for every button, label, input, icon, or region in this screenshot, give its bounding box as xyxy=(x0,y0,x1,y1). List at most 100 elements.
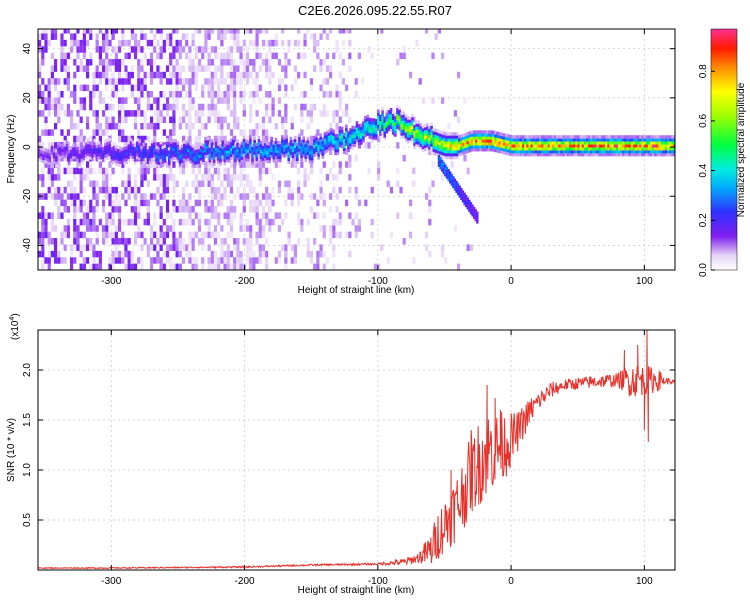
spectrogram-cell xyxy=(191,162,195,166)
spectrogram-cell xyxy=(79,263,83,270)
spectrogram-cell xyxy=(466,131,470,136)
spectrogram-cell xyxy=(239,212,243,219)
spectrogram-cell xyxy=(366,120,369,125)
spectrogram-cell xyxy=(603,147,606,151)
spectrogram-cell xyxy=(44,29,48,34)
spectrogram-cell xyxy=(432,145,436,149)
spectrogram-cell xyxy=(50,238,54,245)
spectrogram-cell xyxy=(159,161,163,168)
spectrogram-cell xyxy=(76,149,79,153)
spectrogram-cell xyxy=(641,135,645,139)
spectrogram-cell xyxy=(159,244,163,251)
spectrogram-cell xyxy=(409,131,412,135)
spectrogram-cell xyxy=(93,144,97,149)
spectrogram-cell xyxy=(277,161,282,168)
spectrogram-cell xyxy=(628,152,632,157)
spectrogram-cell xyxy=(364,130,367,135)
spectrogram-cell xyxy=(170,149,173,153)
spectrogram-cell xyxy=(438,144,442,149)
spectrogram-cell xyxy=(159,116,163,124)
spectrogram-cell xyxy=(76,152,79,156)
spectrogram-cell xyxy=(321,146,325,150)
spectrogram-cell xyxy=(283,145,286,149)
spectrogram-cell xyxy=(95,65,99,72)
spectrogram-cell xyxy=(239,225,243,232)
spectrogram-cell xyxy=(124,250,128,258)
spectrogram-cell xyxy=(239,167,243,175)
spectrogram-cell xyxy=(298,136,301,140)
spectrogram-cell xyxy=(575,141,578,145)
spectrogram-cell xyxy=(287,180,291,187)
spectrogram-cell xyxy=(226,122,230,130)
spectrogram-cell xyxy=(374,121,378,126)
spectrogram-cell xyxy=(353,137,357,142)
spectrogram-cell xyxy=(130,110,134,117)
spectrogram-cell xyxy=(588,144,591,148)
spectrogram-cell xyxy=(428,128,431,132)
spectrogram-cell xyxy=(458,143,461,148)
spectrogram-cell xyxy=(309,78,314,85)
spectrogram-cell xyxy=(291,142,295,147)
spectrogram-cell xyxy=(444,170,447,174)
spectrogram-cell xyxy=(453,144,457,148)
spectrogram-cell xyxy=(517,152,521,157)
spectrogram-cell xyxy=(207,116,211,124)
spectrogram-cell xyxy=(440,154,444,159)
spectrogram-cell xyxy=(153,150,156,155)
spectrogram-cell xyxy=(117,206,122,213)
spectrogram-cell xyxy=(583,135,587,139)
spectrogram-cell xyxy=(101,149,105,154)
spectrogram-cell xyxy=(394,115,397,120)
spectrogram-cell xyxy=(140,90,144,98)
spectrogram-cell xyxy=(165,199,170,207)
spectrogram-cell xyxy=(639,149,642,154)
spectrogram-cell xyxy=(556,147,559,151)
spectrogram-cell xyxy=(79,84,83,92)
spectrogram-cell xyxy=(342,138,346,143)
spectrogram-cell xyxy=(383,137,387,141)
spectrogram-cell xyxy=(119,160,122,165)
spectrogram-cell xyxy=(111,238,115,245)
spectrogram-cell xyxy=(434,131,438,135)
spectrogram-cell xyxy=(526,149,529,154)
spectrogram-cell xyxy=(340,135,344,140)
spectrogram-cell xyxy=(185,147,188,151)
spectrogram-cell xyxy=(370,124,374,128)
spectrogram-cell xyxy=(197,65,202,72)
spectrogram-cell xyxy=(605,141,608,145)
spectrogram-cell xyxy=(568,138,572,142)
spectrogram-y-tick-label: -20 xyxy=(22,189,33,204)
spectrogram-cell xyxy=(46,152,50,156)
spectrogram-cell xyxy=(526,147,529,151)
spectrogram-cell xyxy=(322,161,326,168)
spectrogram-cell xyxy=(121,97,125,104)
spectrogram-cell xyxy=(329,71,333,79)
spectrogram-cell xyxy=(229,150,233,155)
spectrogram-cell xyxy=(127,238,131,245)
spectrogram-cell xyxy=(251,146,254,150)
spectrogram-cell xyxy=(464,144,468,148)
spectrogram-cell xyxy=(146,199,150,207)
spectrogram-cell xyxy=(297,71,301,79)
spectrogram-cell xyxy=(252,206,256,213)
spectrogram-cell xyxy=(281,138,284,142)
spectrogram-cell xyxy=(236,139,239,143)
spectrogram-cell xyxy=(432,127,436,132)
spectrogram-cell xyxy=(258,244,262,251)
spectrogram-cell xyxy=(340,129,344,134)
spectrogram-cell xyxy=(157,152,161,157)
spectrogram-cell xyxy=(335,206,339,213)
spectrogram-cell xyxy=(274,212,278,219)
spectrogram-cell xyxy=(297,39,301,47)
spectrogram-cells xyxy=(38,29,675,270)
spectrogram-cell xyxy=(284,180,288,187)
spectrogram-cell xyxy=(249,154,253,162)
spectrogram-cell xyxy=(111,186,115,194)
spectrogram-cell xyxy=(223,250,227,258)
spectrogram-cell xyxy=(130,257,134,264)
spectrogram-cell xyxy=(114,250,118,258)
spectrogram-cell xyxy=(108,257,112,264)
spectrogram-cell xyxy=(485,130,489,134)
spectrogram-cell xyxy=(492,130,495,134)
spectrogram-cell xyxy=(462,139,465,143)
